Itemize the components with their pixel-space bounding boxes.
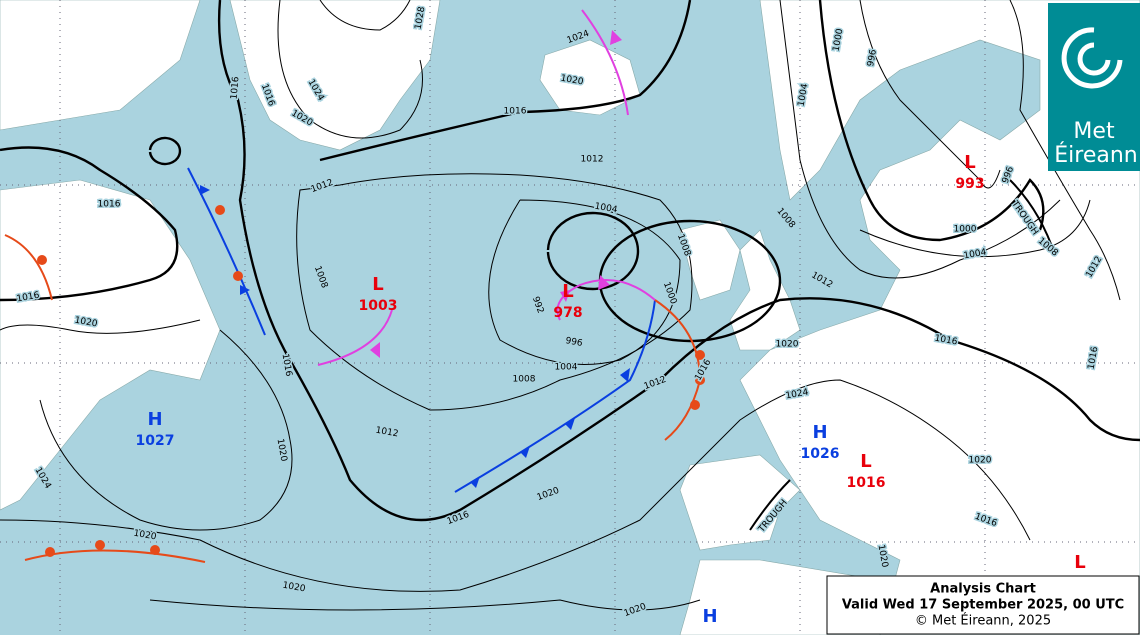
isobar-label: 1016 (230, 76, 242, 100)
logo-text: Met (1073, 119, 1115, 144)
pressure-centre-type: H (812, 422, 827, 443)
isobar-label: 1004 (555, 363, 578, 373)
isobar-label: 1012 (581, 155, 604, 165)
isobar-label: 1008 (513, 375, 536, 385)
isobar-label: 1020 (969, 456, 992, 466)
pressure-centre-type: L (372, 274, 383, 295)
logo-icon (1061, 27, 1123, 89)
caption-box: Analysis Chart Valid Wed 17 September 20… (826, 575, 1140, 635)
caption-frame (826, 575, 1140, 635)
caption-valid: Valid Wed 17 September 2025, 00 UTC (842, 598, 1124, 613)
caption-credit: © Met Éireann, 2025 (915, 613, 1051, 629)
pressure-centre-type: L (1074, 552, 1085, 573)
fronts (4, 9, 1056, 563)
pressure-centre-value: 993 (955, 176, 984, 192)
front-symbols (37, 30, 705, 557)
isobar-label: 1016 (504, 107, 527, 117)
logo-text: Éireann (1054, 142, 1137, 168)
isobar-label: 1000 (954, 225, 977, 235)
caption-title: Analysis Chart (930, 582, 1036, 597)
pressure-centre-value: 1026 (801, 446, 840, 462)
logo: Met Éireann (1048, 3, 1140, 171)
pressure-centre-value: 1003 (359, 298, 398, 314)
pressure-centre-value: 1016 (847, 475, 886, 491)
pressure-centre-value: 1027 (136, 433, 175, 449)
isobars (0, 0, 1140, 611)
pressure-centre-type: L (562, 281, 573, 302)
pressure-centre-type: H (702, 606, 717, 627)
pressure-centre-type: L (964, 152, 975, 173)
pressure-centre-value: 978 (553, 305, 582, 321)
isobar-label: 1020 (776, 340, 799, 350)
isobar-label: 996 (565, 336, 584, 349)
isobar-label: 1016 (98, 200, 121, 210)
isobar-label: 996 (866, 48, 879, 67)
pressure-centre-type: L (860, 451, 871, 472)
pressure-centre-type: H (147, 409, 162, 430)
